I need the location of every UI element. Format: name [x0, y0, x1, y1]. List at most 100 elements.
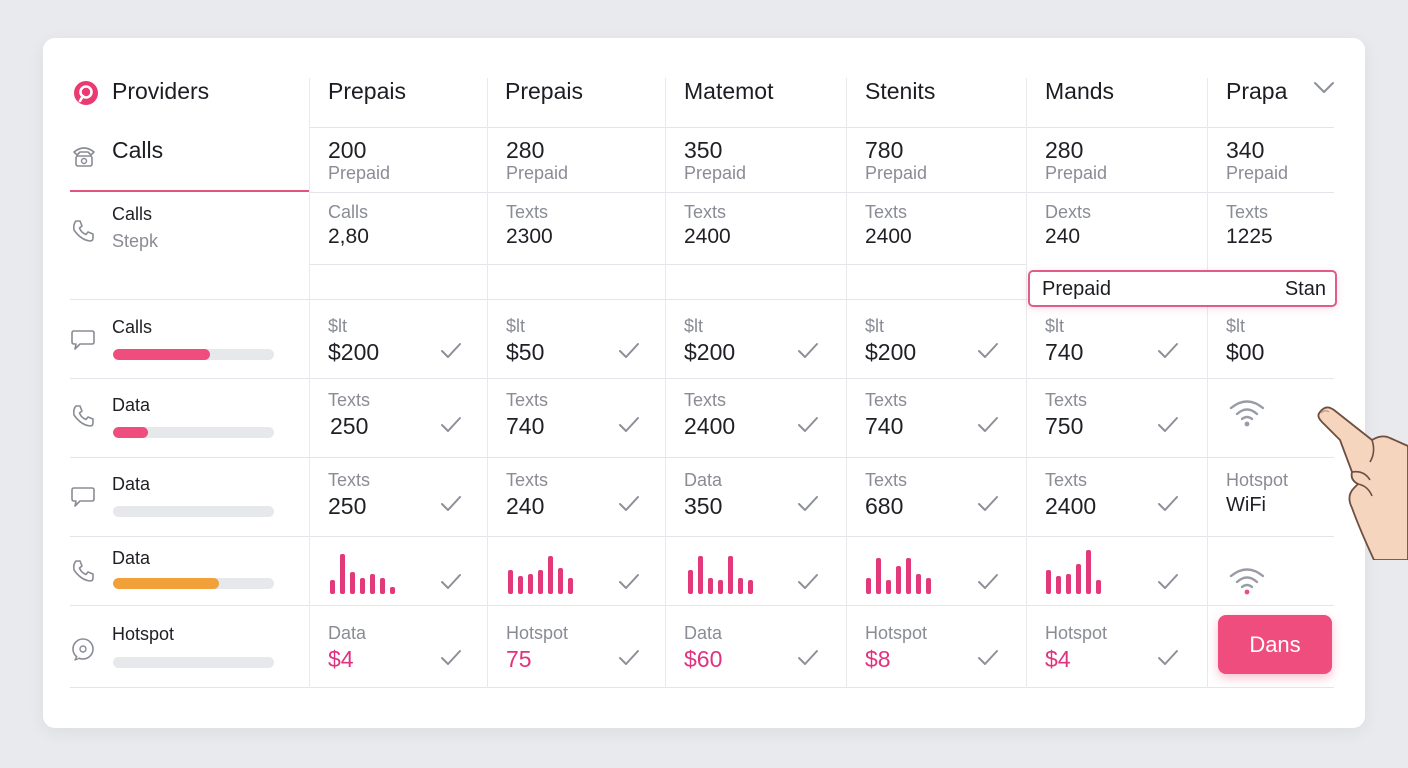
- check-icon: [797, 648, 819, 668]
- data2-value-3: 350: [684, 493, 723, 519]
- calls-label-1: $lt: [328, 316, 348, 336]
- check-icon: [1157, 648, 1179, 668]
- check-icon: [977, 341, 999, 361]
- data-2-progress-bar: [113, 506, 274, 517]
- price-value-5: 280: [1045, 137, 1084, 163]
- check-icon: [1157, 341, 1179, 361]
- hotspot-label-4: Hotspot: [865, 623, 928, 643]
- row-label-data-1: Data: [112, 395, 151, 415]
- dans-button[interactable]: Dans: [1218, 615, 1332, 674]
- texts-value-1: 2,80: [328, 225, 369, 248]
- texts-label-3: Texts: [684, 202, 727, 222]
- comparison-card: [43, 38, 1365, 728]
- check-icon: [440, 341, 462, 361]
- data1-label-2: Texts: [506, 390, 549, 410]
- row-divider: [309, 264, 1027, 265]
- column-divider: [846, 78, 847, 688]
- data1-label-4: Texts: [865, 390, 908, 410]
- hotspot-progress-bar: [113, 657, 274, 668]
- texts-value-2: 2300: [506, 225, 553, 248]
- check-icon: [977, 415, 999, 435]
- calls-value-1: $200: [328, 339, 380, 365]
- data2-label-6: Hotspot: [1226, 470, 1289, 490]
- hotspot-value-5: $4: [1045, 646, 1071, 672]
- check-icon: [977, 494, 999, 514]
- pointing-hand-icon: [1312, 400, 1408, 560]
- column-header-1[interactable]: Prepais: [328, 78, 406, 104]
- calls-label-6: $lt: [1226, 316, 1246, 336]
- texts-value-4: 2400: [865, 225, 912, 248]
- column-divider: [665, 78, 666, 688]
- phone-icon: [70, 403, 96, 429]
- data2-value-5: 2400: [1045, 493, 1097, 519]
- price-value-1: 200: [328, 137, 367, 163]
- column-header-5[interactable]: Mands: [1045, 78, 1115, 104]
- texts-value-3: 2400: [684, 225, 731, 248]
- active-row-indicator: [70, 190, 309, 192]
- column-divider: [1026, 78, 1027, 688]
- row-label-prices: Calls: [112, 137, 164, 163]
- prepaid-highlight-right: Stan: [1284, 278, 1326, 300]
- hotspot-label-3: Data: [684, 623, 723, 643]
- row-label-calls: Calls: [112, 317, 153, 337]
- check-icon: [1157, 572, 1179, 592]
- price-value-6: 340: [1226, 137, 1265, 163]
- data2-value-1: 250: [328, 493, 367, 519]
- calls-label-3: $lt: [684, 316, 704, 336]
- price-sub-1: Prepaid: [328, 163, 391, 183]
- hotspot-label-2: Hotspot: [506, 623, 569, 643]
- prepaid-highlight[interactable]: Prepaid Stan: [1028, 270, 1337, 307]
- column-divider: [1207, 78, 1208, 688]
- phone-icon: [70, 218, 96, 244]
- check-icon: [618, 572, 640, 592]
- data1-label-3: Texts: [684, 390, 727, 410]
- row-label-hotspot: Hotspot: [112, 624, 175, 644]
- column-header-6[interactable]: Prapa: [1226, 78, 1288, 104]
- hotspot-label-5: Hotspot: [1045, 623, 1108, 643]
- data1-value-5: 750: [1045, 413, 1084, 439]
- column-divider: [309, 78, 310, 688]
- usage-sparkbars-2: [508, 548, 573, 594]
- price-sub-4: Prepaid: [865, 163, 928, 183]
- calls-progress-bar: [113, 349, 274, 360]
- calls-label-2: $lt: [506, 316, 526, 336]
- hotspot-value-1: $4: [328, 646, 354, 672]
- hotspot-label-1: Data: [328, 623, 367, 643]
- data2-label-5: Texts: [1045, 470, 1088, 490]
- phone-icon: [70, 558, 96, 584]
- column-header-4[interactable]: Stenits: [865, 78, 936, 104]
- row-divider: [70, 605, 1334, 606]
- column-header-3[interactable]: Matemot: [684, 78, 774, 104]
- providers-logo-icon: [72, 79, 100, 107]
- data-1-progress-fill: [113, 427, 149, 438]
- check-icon: [618, 648, 640, 668]
- data1-value-2: 740: [506, 413, 545, 439]
- data2-label-4: Texts: [865, 470, 908, 490]
- data1-label-5: Texts: [1045, 390, 1088, 410]
- row-divider: [70, 378, 1334, 379]
- calls-progress-fill: [113, 349, 210, 360]
- texts-value-6: 1225: [1226, 225, 1273, 248]
- price-sub-2: Prepaid: [506, 163, 569, 183]
- row-divider: [70, 299, 1028, 300]
- providers-title: Providers: [112, 78, 210, 104]
- column-divider: [487, 78, 488, 688]
- data2-label-2: Texts: [506, 470, 549, 490]
- chevron-down-icon[interactable]: [1312, 80, 1336, 96]
- data1-value-4: 740: [865, 413, 904, 439]
- hotspot-icon: [70, 636, 96, 662]
- check-icon: [440, 648, 462, 668]
- data1-value-1: 250: [330, 413, 369, 439]
- row-divider: [70, 687, 1334, 688]
- calls-value-3: $200: [684, 339, 736, 365]
- texts-label-5: Dexts: [1045, 202, 1092, 222]
- data-3-progress-fill: [113, 578, 220, 589]
- chat-bubble-icon: [70, 485, 96, 509]
- usage-sparkbars-3: [688, 548, 753, 594]
- column-header-2[interactable]: Prepais: [505, 78, 583, 104]
- texts-label-6: Texts: [1226, 202, 1269, 222]
- price-sub-5: Prepaid: [1045, 163, 1108, 183]
- data2-label-3: Data: [684, 470, 723, 490]
- data2-value-6: WiFi: [1226, 494, 1266, 516]
- hotspot-value-2: 75: [506, 646, 532, 672]
